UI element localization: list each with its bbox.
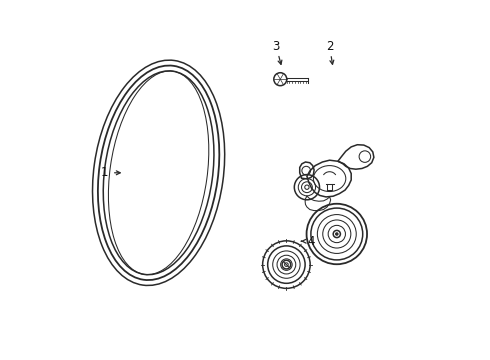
Circle shape xyxy=(336,233,338,235)
Text: 3: 3 xyxy=(272,40,280,53)
Text: 2: 2 xyxy=(326,40,333,53)
Text: 1: 1 xyxy=(101,166,108,179)
Text: 4: 4 xyxy=(308,235,316,248)
